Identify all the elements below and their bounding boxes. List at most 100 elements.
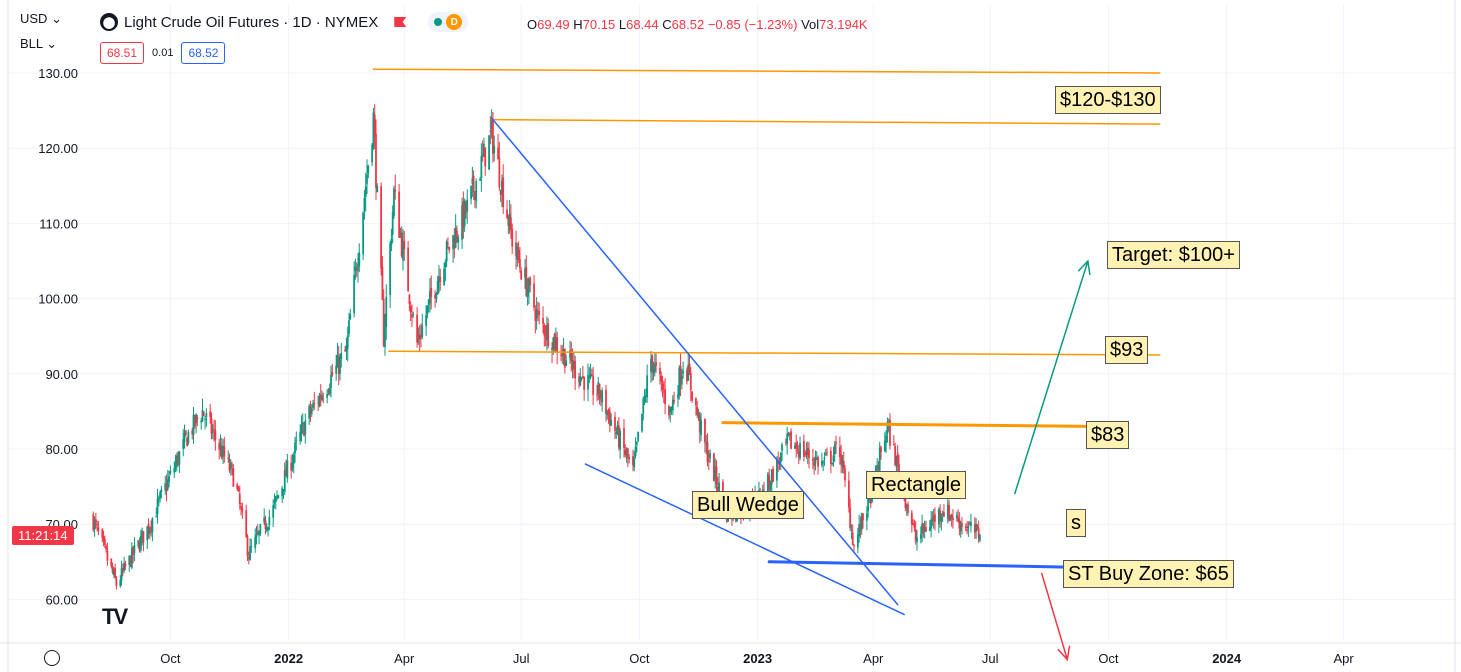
candle-body	[578, 376, 580, 383]
candle-body	[366, 174, 368, 184]
candle-body	[973, 524, 976, 533]
candle-body	[687, 364, 690, 381]
candle-body	[421, 325, 424, 337]
candle-body	[436, 281, 439, 295]
candle-body	[313, 402, 316, 404]
candle-body	[859, 523, 862, 532]
candle-body	[489, 130, 492, 132]
candle-body	[979, 535, 981, 541]
candle-body	[465, 202, 467, 213]
high-value: 70.15	[582, 17, 616, 32]
candle-body	[376, 186, 379, 192]
candle-body	[319, 394, 322, 399]
symbol-title[interactable]: Light Crude Oil Futures · 1D · NYMEX	[124, 13, 379, 31]
flag-icon[interactable]	[394, 17, 407, 27]
candle-body	[841, 460, 844, 467]
candle-body	[128, 556, 131, 565]
annotation-bull-wedge[interactable]: Bull Wedge	[692, 491, 804, 519]
candle-body	[966, 529, 968, 531]
candle-body	[608, 411, 611, 426]
candle-body	[805, 451, 808, 454]
candle-body	[967, 526, 970, 528]
candle-body	[851, 532, 854, 546]
candle-body	[175, 455, 178, 466]
candle-body	[439, 276, 442, 282]
candle-body	[716, 486, 719, 492]
candle-body	[883, 440, 886, 452]
candle-body	[968, 523, 971, 525]
candle-body	[231, 465, 233, 467]
candle-body	[92, 514, 95, 530]
ask-button[interactable]: 68.52	[181, 42, 226, 64]
candle-body	[327, 391, 330, 393]
candle-body	[788, 432, 791, 436]
candle-body	[247, 557, 250, 559]
candle-body	[363, 197, 366, 212]
candle-body	[597, 382, 600, 395]
candle-body	[132, 547, 135, 556]
annotation-buy-zone[interactable]: ST Buy Zone: $65	[1063, 560, 1234, 588]
ohlc-readout: O69.49 H70.15 L68.44 C68.52 −0.85 (−1.23…	[527, 17, 868, 32]
candle-body	[547, 323, 550, 346]
candle-body	[488, 135, 490, 170]
orange-93-line	[388, 350, 1161, 356]
candle-body	[241, 508, 244, 512]
market-status[interactable]: D	[428, 12, 469, 32]
candle-body	[301, 422, 304, 425]
candle-body	[420, 335, 422, 339]
candle-body	[191, 430, 194, 435]
annotation-93[interactable]: $93	[1105, 336, 1149, 364]
candle-body	[793, 445, 796, 449]
candle-body	[403, 240, 406, 250]
candle-body	[596, 394, 598, 396]
candle-body	[254, 536, 257, 549]
candle-body	[364, 186, 367, 197]
currency-selector[interactable]: USD ⌄	[20, 11, 62, 26]
annotation-target[interactable]: Target: $100+	[1107, 241, 1240, 269]
annotation-rectangle[interactable]: Rectangle	[866, 471, 967, 499]
candle-body	[426, 305, 429, 315]
candle-body	[345, 345, 348, 352]
candle-body	[799, 443, 801, 459]
candle-body	[598, 383, 601, 399]
candle-body	[832, 455, 835, 462]
candle-body	[811, 458, 814, 461]
candle-body	[286, 460, 289, 479]
tradingview-logo[interactable]: TV	[102, 604, 128, 629]
candle-body	[380, 186, 383, 269]
candle-body	[889, 419, 891, 446]
candle-body	[348, 320, 350, 335]
unit-selector[interactable]: BLL ⌄	[20, 36, 58, 51]
annotation-120-130[interactable]: $120-$130	[1055, 86, 1161, 114]
candle-body	[292, 454, 295, 464]
candle-body	[139, 535, 142, 551]
candle-body	[97, 527, 100, 531]
candle-body	[607, 409, 610, 415]
candle-body	[178, 451, 181, 465]
annotation-83[interactable]: $83	[1086, 421, 1130, 449]
candle-body	[705, 443, 708, 445]
candle-body	[96, 524, 99, 526]
candle-body	[940, 516, 943, 522]
candle-body	[425, 315, 427, 326]
candle-body	[779, 452, 782, 463]
candle-body	[554, 339, 557, 351]
bid-button[interactable]: 68.51	[100, 42, 145, 64]
candle-body	[877, 465, 880, 471]
candle-body	[346, 335, 349, 349]
candle-body	[949, 514, 952, 520]
candle-body	[285, 467, 287, 477]
annotation-s[interactable]: s	[1066, 509, 1086, 537]
candle-body	[183, 432, 186, 443]
candle-body	[907, 504, 909, 514]
candle-body	[353, 274, 356, 314]
x-tick-label: 2022	[274, 651, 303, 666]
candle-body	[150, 527, 153, 530]
candle-body	[481, 153, 484, 156]
candle-body	[454, 228, 457, 248]
candle-body	[177, 454, 179, 465]
candle-body	[642, 398, 645, 414]
candle-body	[770, 469, 773, 485]
candles	[92, 104, 981, 590]
